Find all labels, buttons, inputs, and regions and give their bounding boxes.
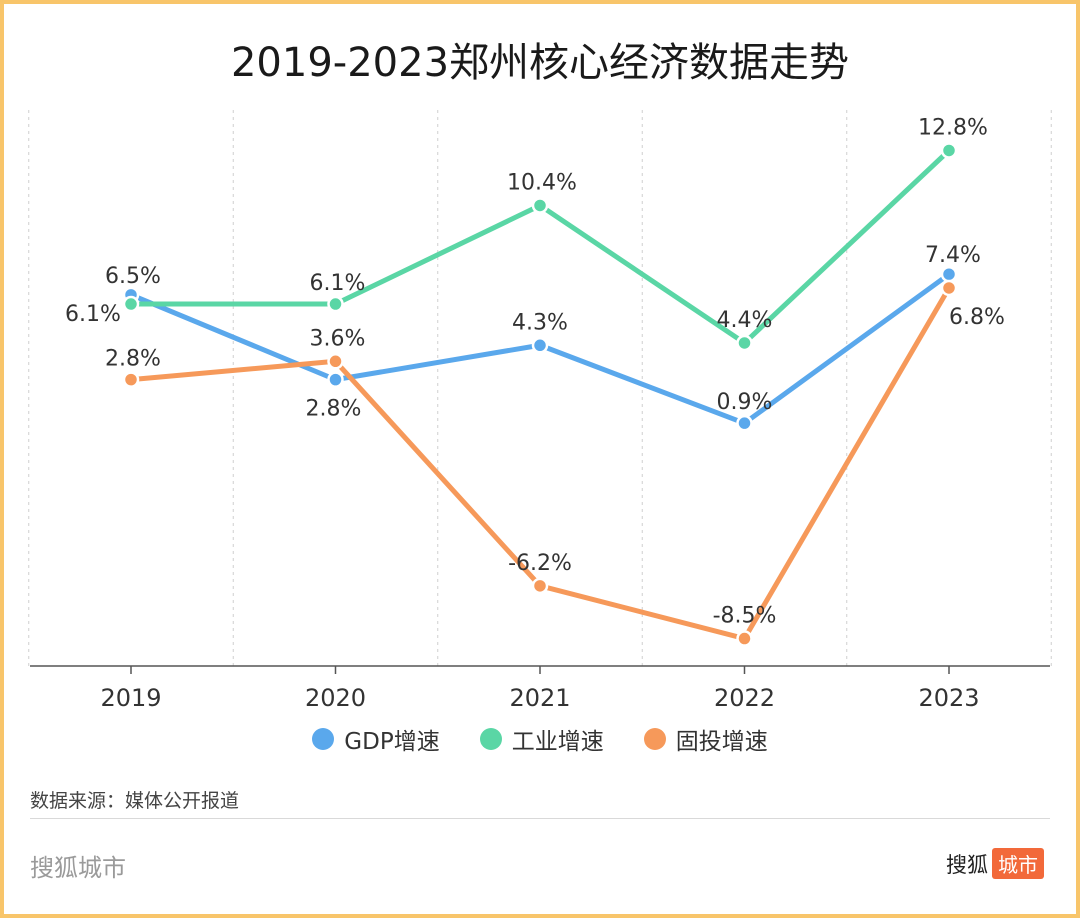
point-investment-2023	[940, 279, 958, 297]
data-label-gdp-2019: 6.5%	[105, 264, 161, 289]
legend-label-industry: 工业增速	[511, 729, 604, 755]
data-label-industry-2021: 10.4%	[507, 170, 577, 195]
point-gdp-2021	[531, 337, 549, 354]
data-label-industry-2023: 12.8%	[918, 115, 988, 140]
legend-label-investment: 固投增速	[675, 729, 768, 755]
legend-item-gdp[interactable]: GDP增速	[312, 722, 440, 756]
point-investment-2019	[122, 371, 140, 388]
legend-dot-industry	[479, 728, 502, 750]
x-tick-label-2020: 2020	[305, 684, 366, 712]
point-industry-2022	[736, 334, 753, 352]
point-investment-2021	[531, 577, 549, 595]
data-label-gdp-2022: 0.9%	[717, 390, 773, 415]
data-label-investment-2023: 6.8%	[949, 305, 1005, 330]
data-label-industry-2022: 4.4%	[717, 308, 773, 333]
point-industry-2021	[531, 197, 549, 214]
point-industry-2023	[940, 142, 958, 159]
legend-label-gdp: GDP增速	[344, 729, 440, 755]
data-label-gdp-2023: 7.4%	[925, 243, 981, 268]
point-investment-2022	[736, 630, 753, 647]
brand-logo-text: 搜狐	[946, 852, 988, 877]
brand-logo-badge: 城市	[992, 848, 1044, 879]
x-tick-label-2021: 2021	[509, 684, 570, 712]
data-label-investment-2022: -8.5%	[713, 604, 777, 629]
point-industry-2020	[327, 295, 344, 313]
legend-dot-gdp	[312, 728, 335, 750]
chart-legend: GDP增速 工业增速 固投增速	[0, 722, 1080, 756]
point-gdp-2020	[327, 371, 344, 388]
point-gdp-2022	[736, 414, 753, 432]
point-investment-2020	[327, 353, 344, 370]
data-label-investment-2021: -6.2%	[508, 551, 572, 576]
brand-watermark: 搜狐城市	[30, 854, 126, 882]
legend-item-industry[interactable]: 工业增速	[479, 722, 604, 756]
brand-logo: 搜狐 城市	[946, 848, 1044, 879]
x-tick-label-2023: 2023	[918, 684, 979, 712]
legend-dot-investment	[643, 728, 666, 750]
point-gdp-2023	[940, 265, 958, 283]
legend-item-investment[interactable]: 固投增速	[643, 722, 768, 756]
data-label-gdp-2021: 4.3%	[512, 310, 568, 335]
footer-divider	[30, 818, 1050, 819]
data-label-investment-2020: 3.6%	[310, 326, 366, 351]
data-source-note: 数据来源：媒体公开报道	[30, 790, 240, 812]
point-industry-2019	[122, 295, 140, 313]
data-label-investment-2019: 2.8%	[105, 347, 161, 372]
x-tick-label-2022: 2022	[714, 684, 775, 712]
x-tick-label-2019: 2019	[100, 684, 161, 712]
data-label-industry-2020: 6.1%	[310, 271, 366, 296]
data-label-gdp-2020: 2.8%	[306, 397, 362, 422]
chart-title: 2019-2023郑州核心经济数据走势	[230, 40, 850, 86]
data-label-industry-2019: 6.1%	[65, 302, 121, 327]
